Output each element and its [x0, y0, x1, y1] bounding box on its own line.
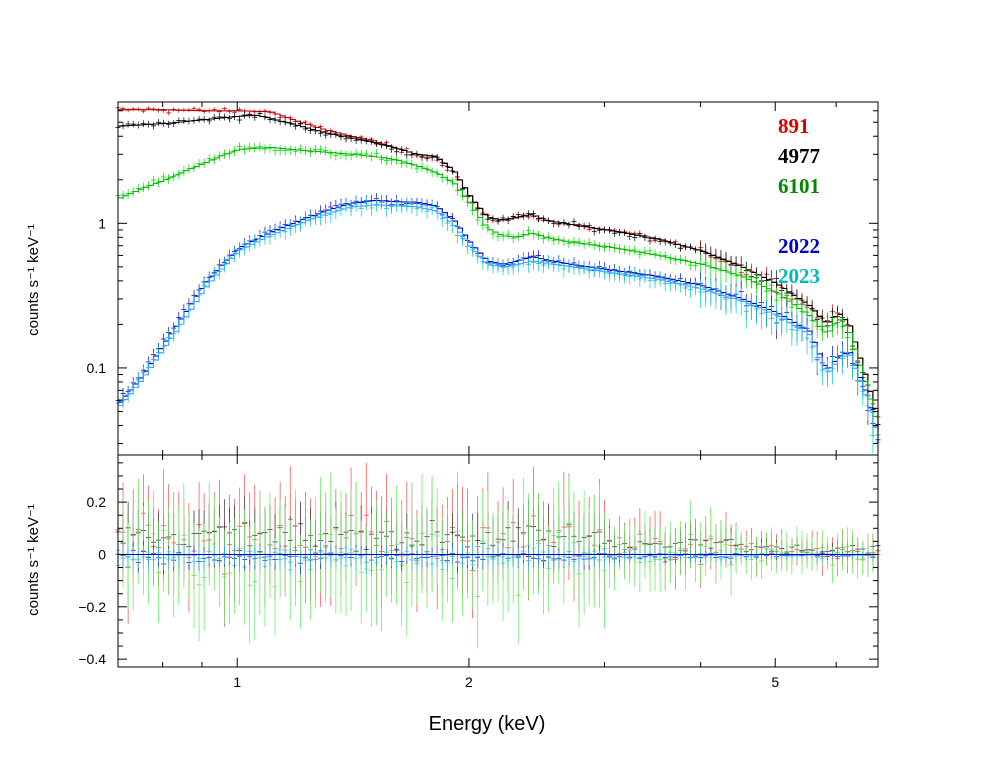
x-tick-label: 2	[465, 674, 473, 690]
legend-entry-2022: 2022	[778, 234, 820, 258]
y-tick-label: 1	[98, 215, 106, 231]
y-tick-label: −0.4	[78, 651, 106, 667]
model-line-4977	[118, 114, 879, 426]
residual-panel-frame	[117, 454, 879, 668]
spectrum-panel-frame	[117, 101, 879, 456]
residual-data-layer	[115, 462, 881, 649]
series-2023	[115, 195, 881, 455]
y-tick-label: 0.2	[87, 494, 107, 510]
model-line-6101	[118, 146, 879, 434]
residual-axis-ticks: 1 2 5 −0.4 −0.2 0 0.2	[78, 462, 878, 690]
series-4977	[115, 110, 881, 435]
y-tick-label: 0	[98, 546, 106, 562]
y-tick-label: −0.2	[78, 599, 106, 615]
legend-entry-6101: 6101	[778, 174, 820, 198]
model-line-2023	[118, 204, 879, 444]
residual-y-axis-title: counts s⁻¹ keV⁻¹	[25, 504, 42, 616]
legend-entry-4977: 4977	[778, 144, 820, 168]
x-axis-title: Energy (keV)	[429, 713, 546, 735]
legend-entry-2023: 2023	[778, 264, 820, 288]
x-tick-label: 5	[771, 674, 779, 690]
y-tick-label: 0.1	[87, 360, 107, 376]
legend: 891 4977 6101 2022 2023	[778, 114, 820, 288]
legend-entry-891: 891	[778, 114, 810, 138]
series-6101	[115, 142, 881, 448]
spectrum-y-axis-title: counts s⁻¹ keV⁻¹	[25, 224, 42, 336]
x-tick-label: 1	[233, 674, 241, 690]
spectrum-data-layer	[115, 105, 881, 455]
spectrum-axis-ticks: 0.11	[87, 102, 878, 464]
